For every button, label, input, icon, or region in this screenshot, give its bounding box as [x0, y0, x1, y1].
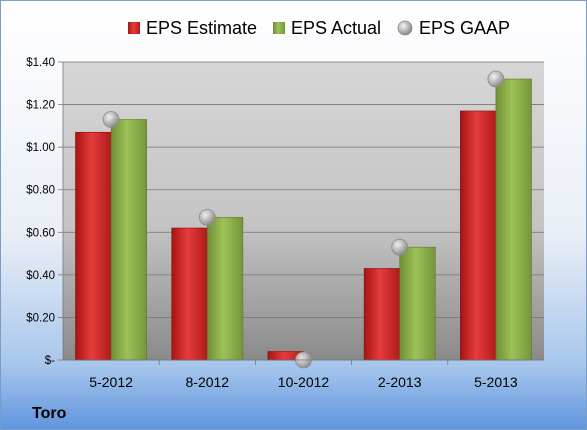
x-tick-label: 8-2012: [186, 374, 230, 390]
y-tick-label: $1.40: [26, 57, 55, 69]
y-tick-label: $0.80: [26, 185, 55, 197]
bar-eps-actual: [207, 217, 244, 361]
company-name: Toro: [32, 405, 67, 422]
bar-eps-actual: [399, 246, 436, 361]
legend-swatch-estimate: [128, 22, 140, 34]
bar-eps-actual: [110, 119, 147, 361]
gaap-markers: [102, 70, 505, 369]
x-tick-label: 5-2012: [89, 374, 133, 390]
bar-eps-estimate: [171, 227, 208, 361]
legend-swatch-gaap: [397, 20, 413, 36]
bar-eps-actual: [495, 78, 532, 361]
legend-swatch-actual: [273, 22, 285, 34]
y-tick-label: $0.40: [26, 270, 55, 282]
marker-eps-gaap: [198, 208, 216, 226]
x-tick-label: 5-2013: [474, 374, 518, 390]
marker-eps-gaap: [391, 238, 409, 256]
axes: $- $0.20 $0.40 $0.60 $0.80 $1.00 $1.20 $1.40 5-2…: [26, 57, 544, 390]
legend-label-actual: EPS Actual: [291, 18, 381, 38]
bar-eps-estimate: [75, 131, 112, 361]
y-tick-label: $0.60: [26, 227, 55, 239]
x-tick-label: 10-2012: [278, 374, 330, 390]
y-tick-label: $1.20: [26, 100, 55, 112]
x-tick-label: 2-2013: [378, 374, 422, 390]
bars: [75, 78, 532, 361]
legend-label-gaap: EPS GAAP: [419, 18, 510, 38]
y-tick-label: $0.20: [26, 312, 55, 324]
bar-eps-estimate: [363, 268, 400, 361]
legend: EPS Estimate EPS Actual EPS GAAP: [128, 18, 510, 38]
y-tick-label: $-: [45, 355, 55, 367]
marker-eps-gaap: [487, 70, 505, 88]
bar-eps-estimate: [460, 110, 497, 361]
legend-label-estimate: EPS Estimate: [146, 18, 257, 38]
marker-eps-gaap: [102, 111, 120, 128]
y-tick-label: $1.00: [26, 142, 55, 154]
